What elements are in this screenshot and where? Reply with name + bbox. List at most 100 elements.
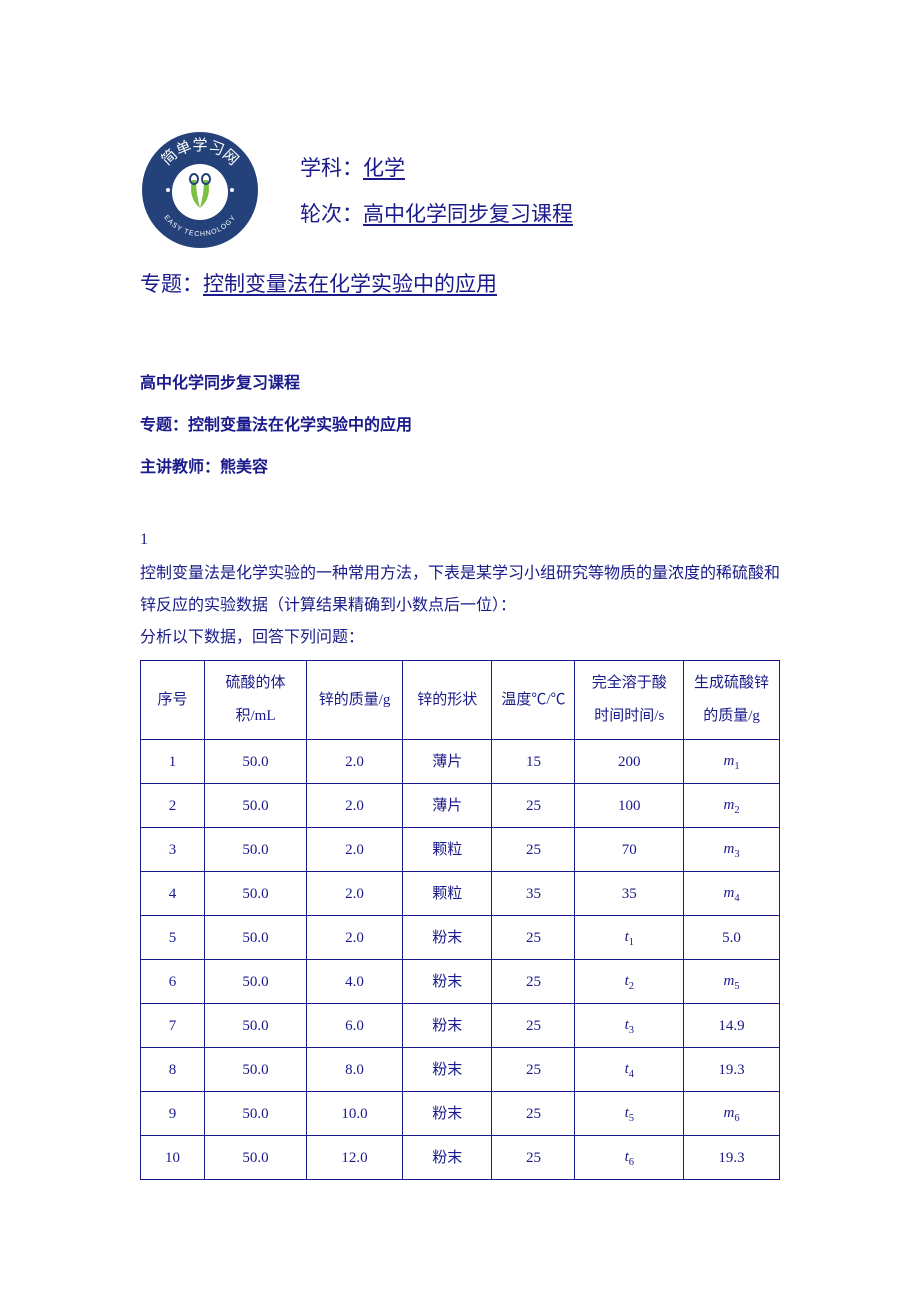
table-cell: t6 <box>575 1136 684 1180</box>
table-cell: 2 <box>141 784 205 828</box>
table-cell: 2.0 <box>307 916 403 960</box>
table-cell: m4 <box>684 872 780 916</box>
table-cell: 50.0 <box>204 1092 306 1136</box>
table-row: 150.02.0薄片15200m1 <box>141 740 780 784</box>
teacher-line: 主讲教师：熊美容 <box>140 452 780 484</box>
table-cell: 2.0 <box>307 740 403 784</box>
table-header-cell: 锌的形状 <box>402 661 491 740</box>
table-cell: t2 <box>575 960 684 1004</box>
table-cell: 50.0 <box>204 828 306 872</box>
question-p1: 控制变量法是化学实验的一种常用方法，下表是某学习小组研究等物质的量浓度的稀硫酸和… <box>140 558 780 622</box>
table-cell: 粉末 <box>402 1136 491 1180</box>
topic-value: 控制变量法在化学实验中的应用 <box>203 272 497 296</box>
table-row: 750.06.0粉末25t314.9 <box>141 1004 780 1048</box>
table-cell: 粉末 <box>402 960 491 1004</box>
table-cell: 颗粒 <box>402 872 491 916</box>
question-number: 1 <box>140 524 780 556</box>
table-row: 350.02.0颗粒2570m3 <box>141 828 780 872</box>
round-label: 轮次： <box>300 202 363 226</box>
table-cell: 25 <box>492 916 575 960</box>
table-cell: 4 <box>141 872 205 916</box>
table-cell: 2.0 <box>307 828 403 872</box>
table-cell: 25 <box>492 828 575 872</box>
table-header-cell: 温度℃/℃ <box>492 661 575 740</box>
table-cell: t5 <box>575 1092 684 1136</box>
header-row: 简单学习网 EASY TECHNOLOGY 学科：化学 轮次：高中化学同步复习课… <box>140 130 780 250</box>
table-cell: 35 <box>575 872 684 916</box>
table-header-cell: 完全溶于酸时间时间/s <box>575 661 684 740</box>
data-table: 序号硫酸的体积/mL锌的质量/g锌的形状温度℃/℃完全溶于酸时间时间/s生成硫酸… <box>140 660 780 1180</box>
table-cell: 50.0 <box>204 1004 306 1048</box>
table-row: 850.08.0粉末25t419.3 <box>141 1048 780 1092</box>
table-cell: 10 <box>141 1136 205 1180</box>
table-cell: 15 <box>492 740 575 784</box>
table-cell: 50.0 <box>204 916 306 960</box>
header-lines: 学科：化学 轮次：高中化学同步复习课程 <box>300 152 573 228</box>
table-header-cell: 硫酸的体积/mL <box>204 661 306 740</box>
table-cell: m2 <box>684 784 780 828</box>
table-cell: 14.9 <box>684 1004 780 1048</box>
table-cell: 8.0 <box>307 1048 403 1092</box>
table-cell: t4 <box>575 1048 684 1092</box>
subject-line: 学科：化学 <box>300 152 573 182</box>
table-cell: 8 <box>141 1048 205 1092</box>
table-header-cell: 序号 <box>141 661 205 740</box>
table-cell: 6.0 <box>307 1004 403 1048</box>
table-cell: 70 <box>575 828 684 872</box>
table-cell: 19.3 <box>684 1048 780 1092</box>
table-cell: 5.0 <box>684 916 780 960</box>
table-cell: 25 <box>492 960 575 1004</box>
table-cell: 2.0 <box>307 872 403 916</box>
table-header-cell: 生成硫酸锌的质量/g <box>684 661 780 740</box>
table-row: 950.010.0粉末25t5m6 <box>141 1092 780 1136</box>
table-cell: 12.0 <box>307 1136 403 1180</box>
table-cell: 25 <box>492 1092 575 1136</box>
subject-value: 化学 <box>363 156 405 180</box>
table-cell: 50.0 <box>204 740 306 784</box>
table-cell: 200 <box>575 740 684 784</box>
table-cell: m1 <box>684 740 780 784</box>
table-row: 250.02.0薄片25100m2 <box>141 784 780 828</box>
table-cell: 50.0 <box>204 1048 306 1092</box>
question-p2: 分析以下数据，回答下列问题： <box>140 622 780 654</box>
topic-title: 专题：控制变量法在化学实验中的应用 <box>140 410 780 442</box>
topic-label: 专题： <box>140 272 203 296</box>
table-cell: 1 <box>141 740 205 784</box>
table-cell: 25 <box>492 1048 575 1092</box>
table-cell: 25 <box>492 784 575 828</box>
table-cell: 25 <box>492 1004 575 1048</box>
topic-line: 专题：控制变量法在化学实验中的应用 <box>140 268 780 298</box>
round-line: 轮次：高中化学同步复习课程 <box>300 198 573 228</box>
table-cell: 19.3 <box>684 1136 780 1180</box>
table-cell: 6 <box>141 960 205 1004</box>
table-cell: m5 <box>684 960 780 1004</box>
table-cell: 10.0 <box>307 1092 403 1136</box>
table-cell: t3 <box>575 1004 684 1048</box>
table-cell: 2.0 <box>307 784 403 828</box>
table-cell: 粉末 <box>402 1048 491 1092</box>
table-cell: m3 <box>684 828 780 872</box>
table-body: 150.02.0薄片15200m1250.02.0薄片25100m2350.02… <box>141 740 780 1180</box>
table-cell: 25 <box>492 1136 575 1180</box>
table-cell: 粉末 <box>402 916 491 960</box>
table-cell: 4.0 <box>307 960 403 1004</box>
table-cell: 粉末 <box>402 1092 491 1136</box>
table-row: 550.02.0粉末25t15.0 <box>141 916 780 960</box>
table-header-cell: 锌的质量/g <box>307 661 403 740</box>
table-header-row: 序号硫酸的体积/mL锌的质量/g锌的形状温度℃/℃完全溶于酸时间时间/s生成硫酸… <box>141 661 780 740</box>
table-cell: 9 <box>141 1092 205 1136</box>
table-cell: 7 <box>141 1004 205 1048</box>
table-cell: 50.0 <box>204 872 306 916</box>
round-value: 高中化学同步复习课程 <box>363 202 573 226</box>
table-row: 1050.012.0粉末25t619.3 <box>141 1136 780 1180</box>
logo-badge: 简单学习网 EASY TECHNOLOGY <box>140 130 260 250</box>
table-row: 450.02.0颗粒3535m4 <box>141 872 780 916</box>
subject-label: 学科： <box>300 156 363 180</box>
table-cell: 薄片 <box>402 784 491 828</box>
course-title: 高中化学同步复习课程 <box>140 368 780 400</box>
table-cell: 颗粒 <box>402 828 491 872</box>
table-cell: 3 <box>141 828 205 872</box>
table-cell: t1 <box>575 916 684 960</box>
table-cell: 35 <box>492 872 575 916</box>
table-row: 650.04.0粉末25t2m5 <box>141 960 780 1004</box>
